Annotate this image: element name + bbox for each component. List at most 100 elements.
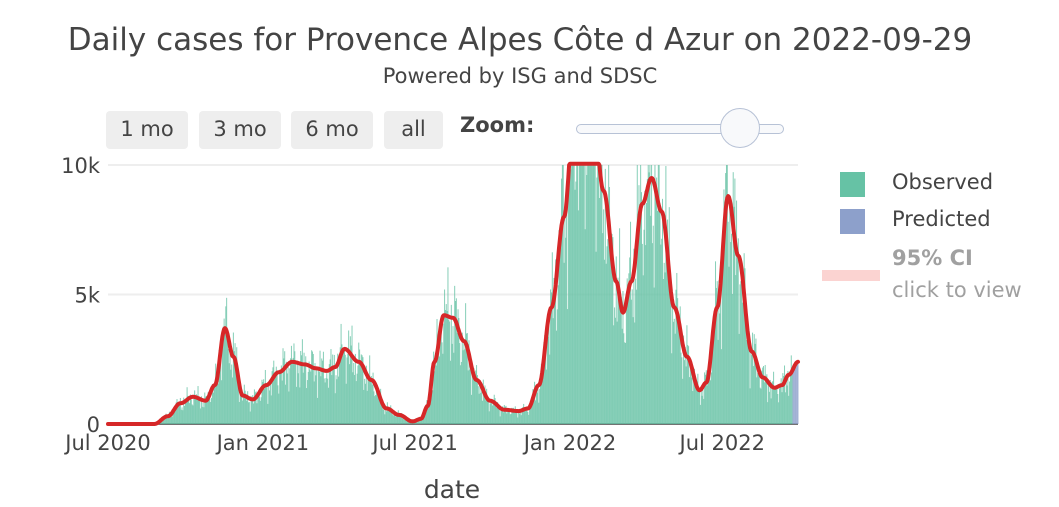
observed-bar bbox=[170, 415, 172, 424]
observed-bar bbox=[653, 287, 655, 424]
observed-bar bbox=[300, 350, 302, 424]
observed-bar bbox=[566, 187, 568, 424]
observed-bar bbox=[689, 358, 691, 424]
observed-bar bbox=[190, 399, 192, 424]
observed-bar bbox=[383, 404, 385, 424]
observed-bar bbox=[269, 390, 271, 424]
observed-bar bbox=[359, 362, 361, 424]
observed-bar bbox=[166, 416, 168, 424]
observed-bar bbox=[333, 354, 335, 424]
observed-bar bbox=[393, 413, 395, 424]
observed-bar bbox=[488, 411, 490, 424]
observed-bar bbox=[306, 380, 308, 424]
observed-bar bbox=[502, 406, 504, 424]
range-button-1-month[interactable]: 1 mo bbox=[106, 111, 188, 149]
observed-bar bbox=[734, 178, 736, 424]
observed-bar bbox=[226, 329, 228, 424]
observed-bar bbox=[513, 407, 515, 424]
observed-bar bbox=[512, 408, 514, 424]
observed-bar bbox=[686, 325, 688, 424]
observed-bar bbox=[658, 165, 660, 424]
legend-swatch-observed[interactable] bbox=[840, 172, 865, 197]
observed-bar bbox=[657, 165, 659, 424]
legend-label-predicted[interactable]: Predicted bbox=[892, 207, 991, 231]
observed-bar bbox=[696, 386, 698, 424]
observed-bar bbox=[449, 360, 451, 424]
observed-bar bbox=[574, 189, 576, 424]
legend-label-ci-hint[interactable]: click to view bbox=[892, 278, 1022, 302]
legend-swatch-ci[interactable] bbox=[822, 270, 880, 281]
observed-bar bbox=[619, 299, 621, 424]
observed-bar bbox=[343, 347, 345, 424]
observed-bar bbox=[741, 302, 743, 424]
observed-bar bbox=[354, 374, 356, 424]
observed-bar bbox=[294, 351, 296, 424]
observed-bar bbox=[237, 371, 239, 424]
observed-bar bbox=[436, 319, 438, 424]
observed-bar bbox=[171, 416, 173, 424]
observed-bar bbox=[380, 388, 382, 424]
observed-bar bbox=[193, 398, 195, 424]
observed-bar bbox=[584, 229, 586, 424]
observed-bar bbox=[593, 165, 595, 424]
observed-bar bbox=[755, 338, 757, 424]
observed-bar bbox=[569, 165, 571, 424]
observed-bar bbox=[455, 298, 457, 424]
observed-bar bbox=[618, 291, 620, 424]
observed-bar bbox=[168, 415, 170, 424]
legend-label-observed[interactable]: Observed bbox=[892, 170, 994, 194]
observed-bar bbox=[439, 320, 441, 424]
observed-bar bbox=[494, 398, 496, 424]
observed-bar bbox=[487, 397, 488, 424]
observed-bar bbox=[596, 177, 598, 424]
legend-label-ci[interactable]: 95% CI bbox=[892, 246, 973, 270]
observed-bar bbox=[611, 233, 613, 424]
observed-bar bbox=[614, 317, 616, 424]
observed-bar bbox=[745, 297, 747, 424]
zoom-slider-track[interactable] bbox=[576, 124, 784, 134]
zoom-slider-handle[interactable] bbox=[719, 108, 760, 148]
observed-bar bbox=[403, 419, 405, 424]
observed-bar bbox=[669, 286, 671, 424]
observed-bar bbox=[683, 360, 685, 424]
observed-bar bbox=[758, 373, 760, 424]
predicted-bar bbox=[792, 368, 794, 424]
observed-bar bbox=[753, 334, 755, 424]
observed-bar bbox=[253, 403, 255, 424]
observed-bar bbox=[601, 165, 603, 424]
observed-bar bbox=[552, 318, 554, 424]
x-tick-label-2: Jul 2021 bbox=[370, 431, 457, 455]
observed-bar bbox=[606, 246, 608, 424]
range-button-6-months[interactable]: 6 mo bbox=[291, 111, 373, 149]
observed-bar bbox=[374, 396, 376, 424]
observed-bar bbox=[239, 391, 241, 424]
observed-bar bbox=[211, 398, 212, 424]
range-button-3-months[interactable]: 3 mo bbox=[199, 111, 281, 149]
observed-bar bbox=[173, 411, 175, 424]
observed-bar bbox=[475, 370, 477, 424]
observed-bar bbox=[357, 365, 359, 424]
observed-bar bbox=[789, 381, 791, 424]
observed-bar bbox=[624, 342, 626, 424]
observed-bar bbox=[581, 165, 583, 424]
observed-bar bbox=[536, 392, 538, 424]
observed-bar bbox=[654, 165, 656, 424]
observed-bar bbox=[231, 364, 233, 424]
observed-bar bbox=[773, 387, 775, 424]
observed-bar bbox=[346, 357, 348, 424]
observed-bar bbox=[509, 414, 511, 424]
observed-bar bbox=[671, 353, 673, 424]
observed-bar bbox=[454, 285, 456, 424]
observed-bar bbox=[305, 356, 307, 424]
legend-swatch-predicted[interactable] bbox=[840, 209, 865, 234]
observed-bar bbox=[559, 245, 561, 424]
observed-bar bbox=[590, 165, 592, 424]
range-button-all[interactable]: all bbox=[384, 111, 443, 149]
observed-bar bbox=[423, 414, 425, 424]
observed-bar bbox=[630, 299, 632, 424]
observed-bar bbox=[591, 165, 593, 424]
observed-bar bbox=[246, 400, 248, 424]
observed-bar bbox=[637, 213, 639, 424]
observed-bar bbox=[199, 400, 201, 424]
observed-bar bbox=[786, 385, 788, 424]
